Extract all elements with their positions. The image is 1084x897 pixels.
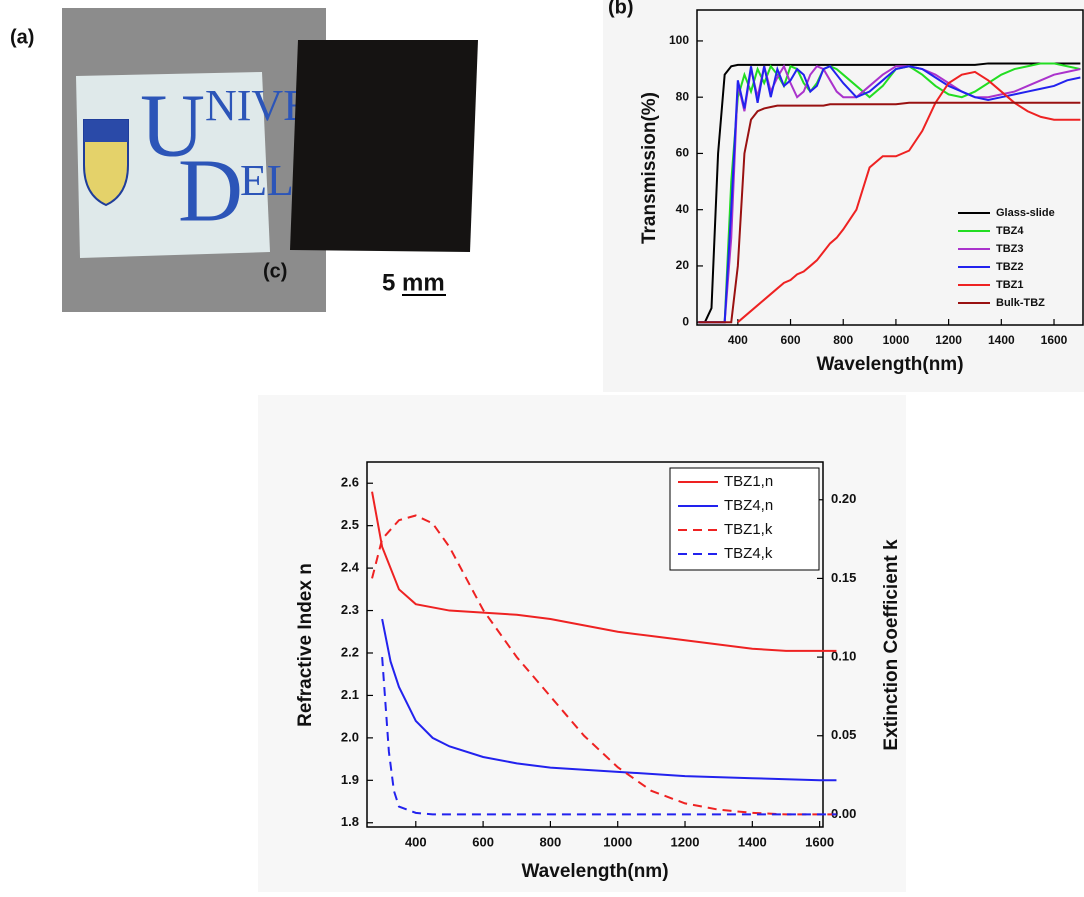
legend-label: TBZ4 [996,225,1024,237]
x-tick-label: 600 [472,834,494,849]
x-tick-label: 1200 [671,834,700,849]
y-tick-label: 2.4 [341,560,360,575]
x-tick-label: 1600 [1041,333,1068,347]
logo-shield-band [84,120,128,142]
legend-label: TBZ4,n [724,497,773,514]
scale-bar-label: 5 mm [382,269,445,296]
y-tick-label: 20 [676,258,690,272]
plot-frame [696,9,1084,326]
panel-label: (b) [608,0,634,18]
x-tick-label: 1400 [988,333,1015,347]
legend-label: Glass-slide [996,207,1055,219]
y-axis-title: Refractive Index n [295,563,316,727]
y-tick-label: 2.1 [341,687,359,702]
x-tick-label: 1200 [935,333,962,347]
series-line [371,491,837,652]
plot-frame [366,461,824,828]
photo: U NIVERSITY D ELAWARE 5 mm [62,8,478,312]
logo-letter: D [178,142,243,241]
x-tick-label: 400 [405,834,427,849]
series-line [698,101,1081,324]
legend-label: TBZ4,k [724,545,773,562]
y-tick-label: 2.5 [341,517,359,532]
y-tick-label: 1.9 [341,772,359,787]
x-tick-label: 1000 [603,834,632,849]
sample-square [290,40,478,252]
panel-label: (c) [263,260,287,282]
y2-tick-label: 0.00 [831,806,856,821]
series-line [371,514,837,816]
series-line [737,70,1081,323]
y-tick-label: 2.3 [341,602,359,617]
y-tick-label: 80 [676,89,690,103]
x-tick-label: 600 [781,333,801,347]
legend-label: Bulk-TBZ [996,297,1045,309]
series-line [698,65,1081,324]
legend-label: TBZ1,n [724,473,773,490]
logo-letter: U [140,77,205,176]
x-tick-label: 800 [833,333,853,347]
x-tick-label: 800 [540,834,562,849]
y-tick-label: 40 [676,202,690,216]
x-axis-title: Wavelength(nm) [816,354,963,375]
y-tick-label: 60 [676,146,690,160]
y-tick-label: 100 [669,33,689,47]
x-tick-label: 1000 [883,333,910,347]
y2-tick-label: 0.20 [831,491,856,506]
x-tick-label: 1400 [738,834,767,849]
y2-axis-title: Extinction Coefficient k [881,539,902,751]
y-tick-label: 1.8 [341,814,359,829]
legend-label: TBZ2 [996,261,1024,273]
logo-card [76,72,270,258]
y-tick-label: 2.0 [341,729,359,744]
series-line [381,618,837,782]
y2-tick-label: 0.15 [831,570,856,585]
x-tick-label: 400 [728,333,748,347]
x-axis-title: Wavelength(nm) [521,861,668,882]
y2-tick-label: 0.05 [831,727,856,742]
y-axis-title: Transmission(%) [639,92,660,244]
legend-label: TBZ1,k [724,521,773,538]
series-line [698,62,1081,324]
y-tick-label: 2.2 [341,644,359,659]
y-tick-label: 0 [682,314,689,328]
x-tick-label: 1600 [805,834,834,849]
y2-tick-label: 0.10 [831,649,856,664]
panel-label: (a) [10,26,34,48]
legend-label: TBZ3 [996,243,1024,255]
legend-label: TBZ1 [996,279,1024,291]
series-line [381,657,837,816]
y-tick-label: 2.6 [341,475,359,490]
